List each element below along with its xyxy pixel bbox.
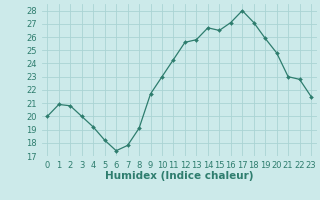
X-axis label: Humidex (Indice chaleur): Humidex (Indice chaleur) [105,171,253,181]
